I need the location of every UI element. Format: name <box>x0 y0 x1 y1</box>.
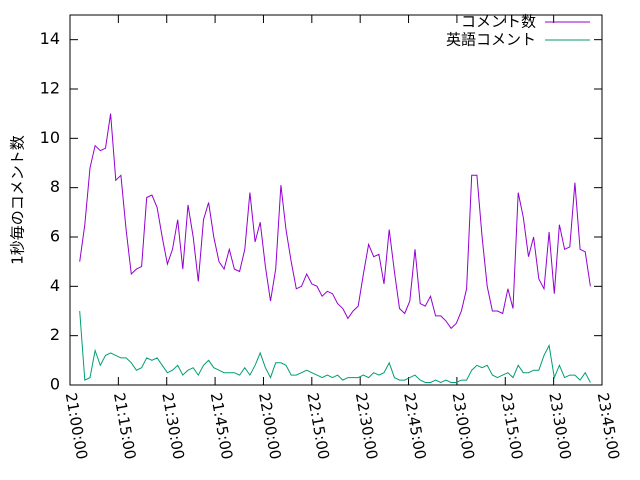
legend-label: 英語コメント <box>446 31 536 49</box>
y-tick-label: 0 <box>50 375 60 394</box>
y-tick-label: 10 <box>40 128 60 147</box>
legend-label: コメント数 <box>461 13 536 31</box>
y-tick-label: 12 <box>40 79 60 98</box>
series-line <box>79 310 591 384</box>
y-tick-label: 4 <box>50 276 60 295</box>
y-tick-label: 14 <box>40 29 60 48</box>
y-tick-label: 8 <box>50 177 60 196</box>
series-line <box>79 113 591 330</box>
plot-frame <box>69 14 603 386</box>
y-tick-label: 2 <box>50 325 60 344</box>
y-axis-label: 1秒毎のコメント数 <box>9 135 27 265</box>
y-tick-label: 6 <box>50 227 60 246</box>
